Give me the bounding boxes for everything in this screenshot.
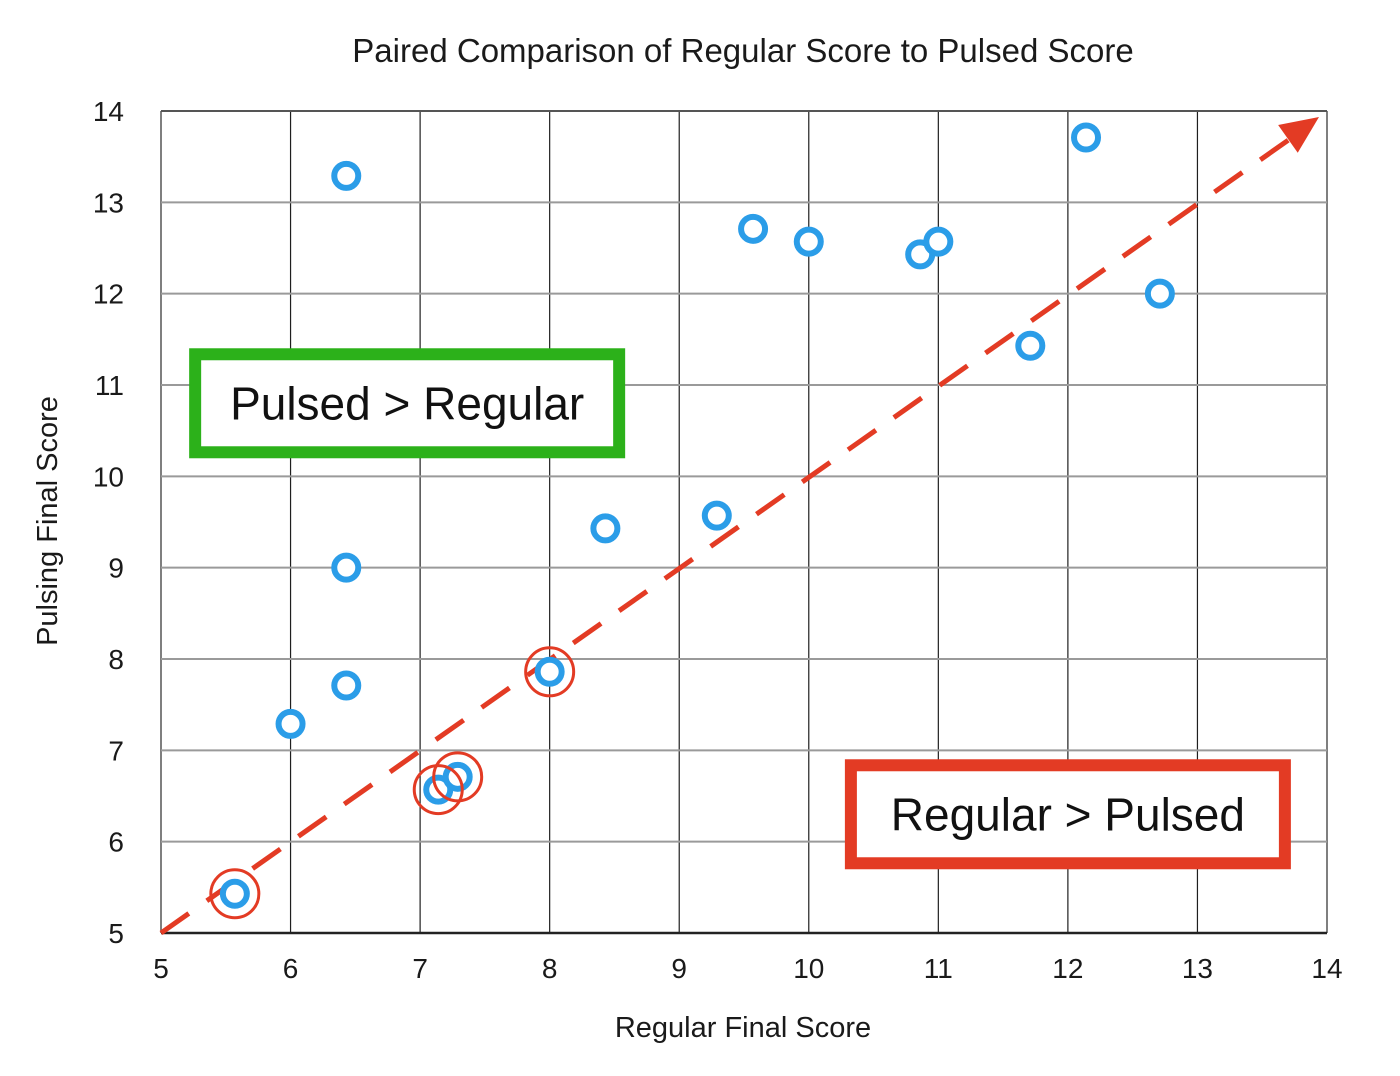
x-tick-label: 11 bbox=[924, 953, 953, 984]
data-point bbox=[331, 552, 362, 583]
pulsed-greater-box bbox=[189, 348, 626, 459]
data-point bbox=[1015, 330, 1046, 361]
data-point bbox=[331, 160, 362, 191]
reference-arrowhead bbox=[1278, 117, 1319, 153]
data-point bbox=[590, 513, 621, 544]
data-point bbox=[219, 878, 250, 909]
x-tick-labels: 5 6 7 8 9 10 11 12 13 14 bbox=[153, 953, 1342, 984]
x-tick-label: 13 bbox=[1182, 953, 1213, 984]
y-tick-label: 12 bbox=[93, 279, 124, 310]
data-point bbox=[738, 213, 769, 244]
y-tick-label: 14 bbox=[93, 96, 124, 127]
data-points bbox=[219, 122, 1175, 909]
data-point bbox=[534, 656, 565, 687]
highlight-rings bbox=[209, 646, 576, 920]
y-tick-label: 13 bbox=[93, 187, 124, 218]
highlight-ring bbox=[209, 868, 261, 920]
highlight-ring bbox=[432, 751, 484, 803]
y-tick-label: 10 bbox=[93, 461, 124, 492]
data-point bbox=[701, 500, 732, 531]
x-tick-label: 10 bbox=[793, 953, 824, 984]
y-tick-labels: 5 6 7 8 9 10 11 12 13 14 bbox=[93, 96, 124, 949]
reference-line bbox=[159, 131, 1299, 936]
y-tick-label: 8 bbox=[108, 644, 124, 675]
chart-title: Paired Comparison of Regular Score to Pu… bbox=[352, 32, 1133, 69]
data-point bbox=[923, 226, 954, 257]
y-tick-label: 11 bbox=[95, 370, 124, 401]
annotations: Pulsed > Regular Regular > Pulsed bbox=[189, 348, 1291, 870]
reference-line-group bbox=[159, 117, 1319, 936]
data-point bbox=[331, 670, 362, 701]
data-point bbox=[793, 226, 824, 257]
x-tick-label: 5 bbox=[153, 953, 169, 984]
data-point bbox=[1144, 278, 1175, 309]
x-tick-label: 8 bbox=[542, 953, 558, 984]
x-tick-label: 14 bbox=[1311, 953, 1342, 984]
data-point bbox=[1071, 122, 1102, 153]
highlight-ring bbox=[524, 646, 576, 698]
x-tick-label: 12 bbox=[1052, 953, 1083, 984]
x-tick-label: 9 bbox=[671, 953, 687, 984]
x-axis-label: Regular Final Score bbox=[615, 1012, 871, 1044]
y-tick-label: 6 bbox=[108, 827, 124, 858]
regular-greater-box bbox=[844, 759, 1291, 870]
highlight-ring bbox=[412, 764, 464, 816]
y-axis-label: Pulsing Final Score bbox=[32, 396, 64, 646]
regular-greater-label: Regular > Pulsed bbox=[891, 788, 1245, 840]
x-tick-label: 7 bbox=[412, 953, 428, 984]
y-tick-label: 9 bbox=[108, 553, 124, 584]
x-tick-label: 6 bbox=[283, 953, 299, 984]
data-point bbox=[275, 708, 306, 739]
pulsed-greater-label: Pulsed > Regular bbox=[230, 377, 584, 429]
y-tick-label: 5 bbox=[108, 918, 124, 949]
y-tick-label: 7 bbox=[108, 735, 124, 766]
